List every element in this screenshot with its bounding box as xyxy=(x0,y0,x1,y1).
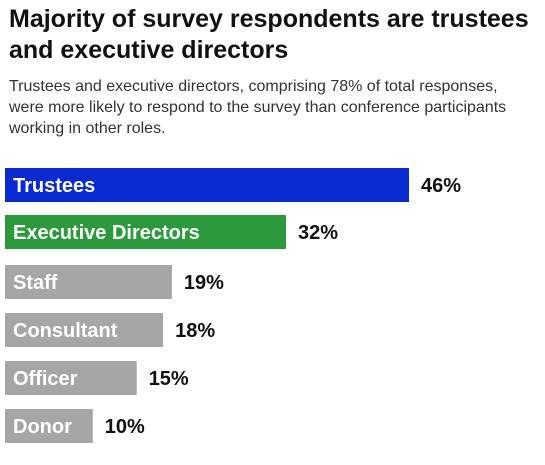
category-label-staff: Staff xyxy=(13,272,58,294)
value-label-officer: 15% xyxy=(149,368,189,390)
bar-staff xyxy=(5,265,172,299)
category-label-consultant: Consultant xyxy=(13,320,118,342)
value-label-trustees: 46% xyxy=(421,175,461,197)
bar-executive-directors xyxy=(5,215,286,249)
category-label-donor: Donor xyxy=(13,416,72,438)
chart-title: Majority of survey respondents are trust… xyxy=(9,5,529,64)
category-label-trustees: Trustees xyxy=(13,175,95,197)
category-label-officer: Officer xyxy=(13,368,78,390)
bar-trustees xyxy=(5,168,409,202)
value-label-consultant: 18% xyxy=(175,320,215,342)
value-label-donor: 10% xyxy=(105,416,145,438)
bar-officer xyxy=(5,361,137,395)
category-label-executive-directors: Executive Directors xyxy=(13,222,200,244)
value-label-executive-directors: 32% xyxy=(298,222,338,244)
bar-consultant xyxy=(5,313,164,347)
chart-subtitle: Trustees and executive directors, compri… xyxy=(9,78,507,137)
bar-donor xyxy=(5,409,93,443)
value-label-staff: 19% xyxy=(184,272,224,294)
